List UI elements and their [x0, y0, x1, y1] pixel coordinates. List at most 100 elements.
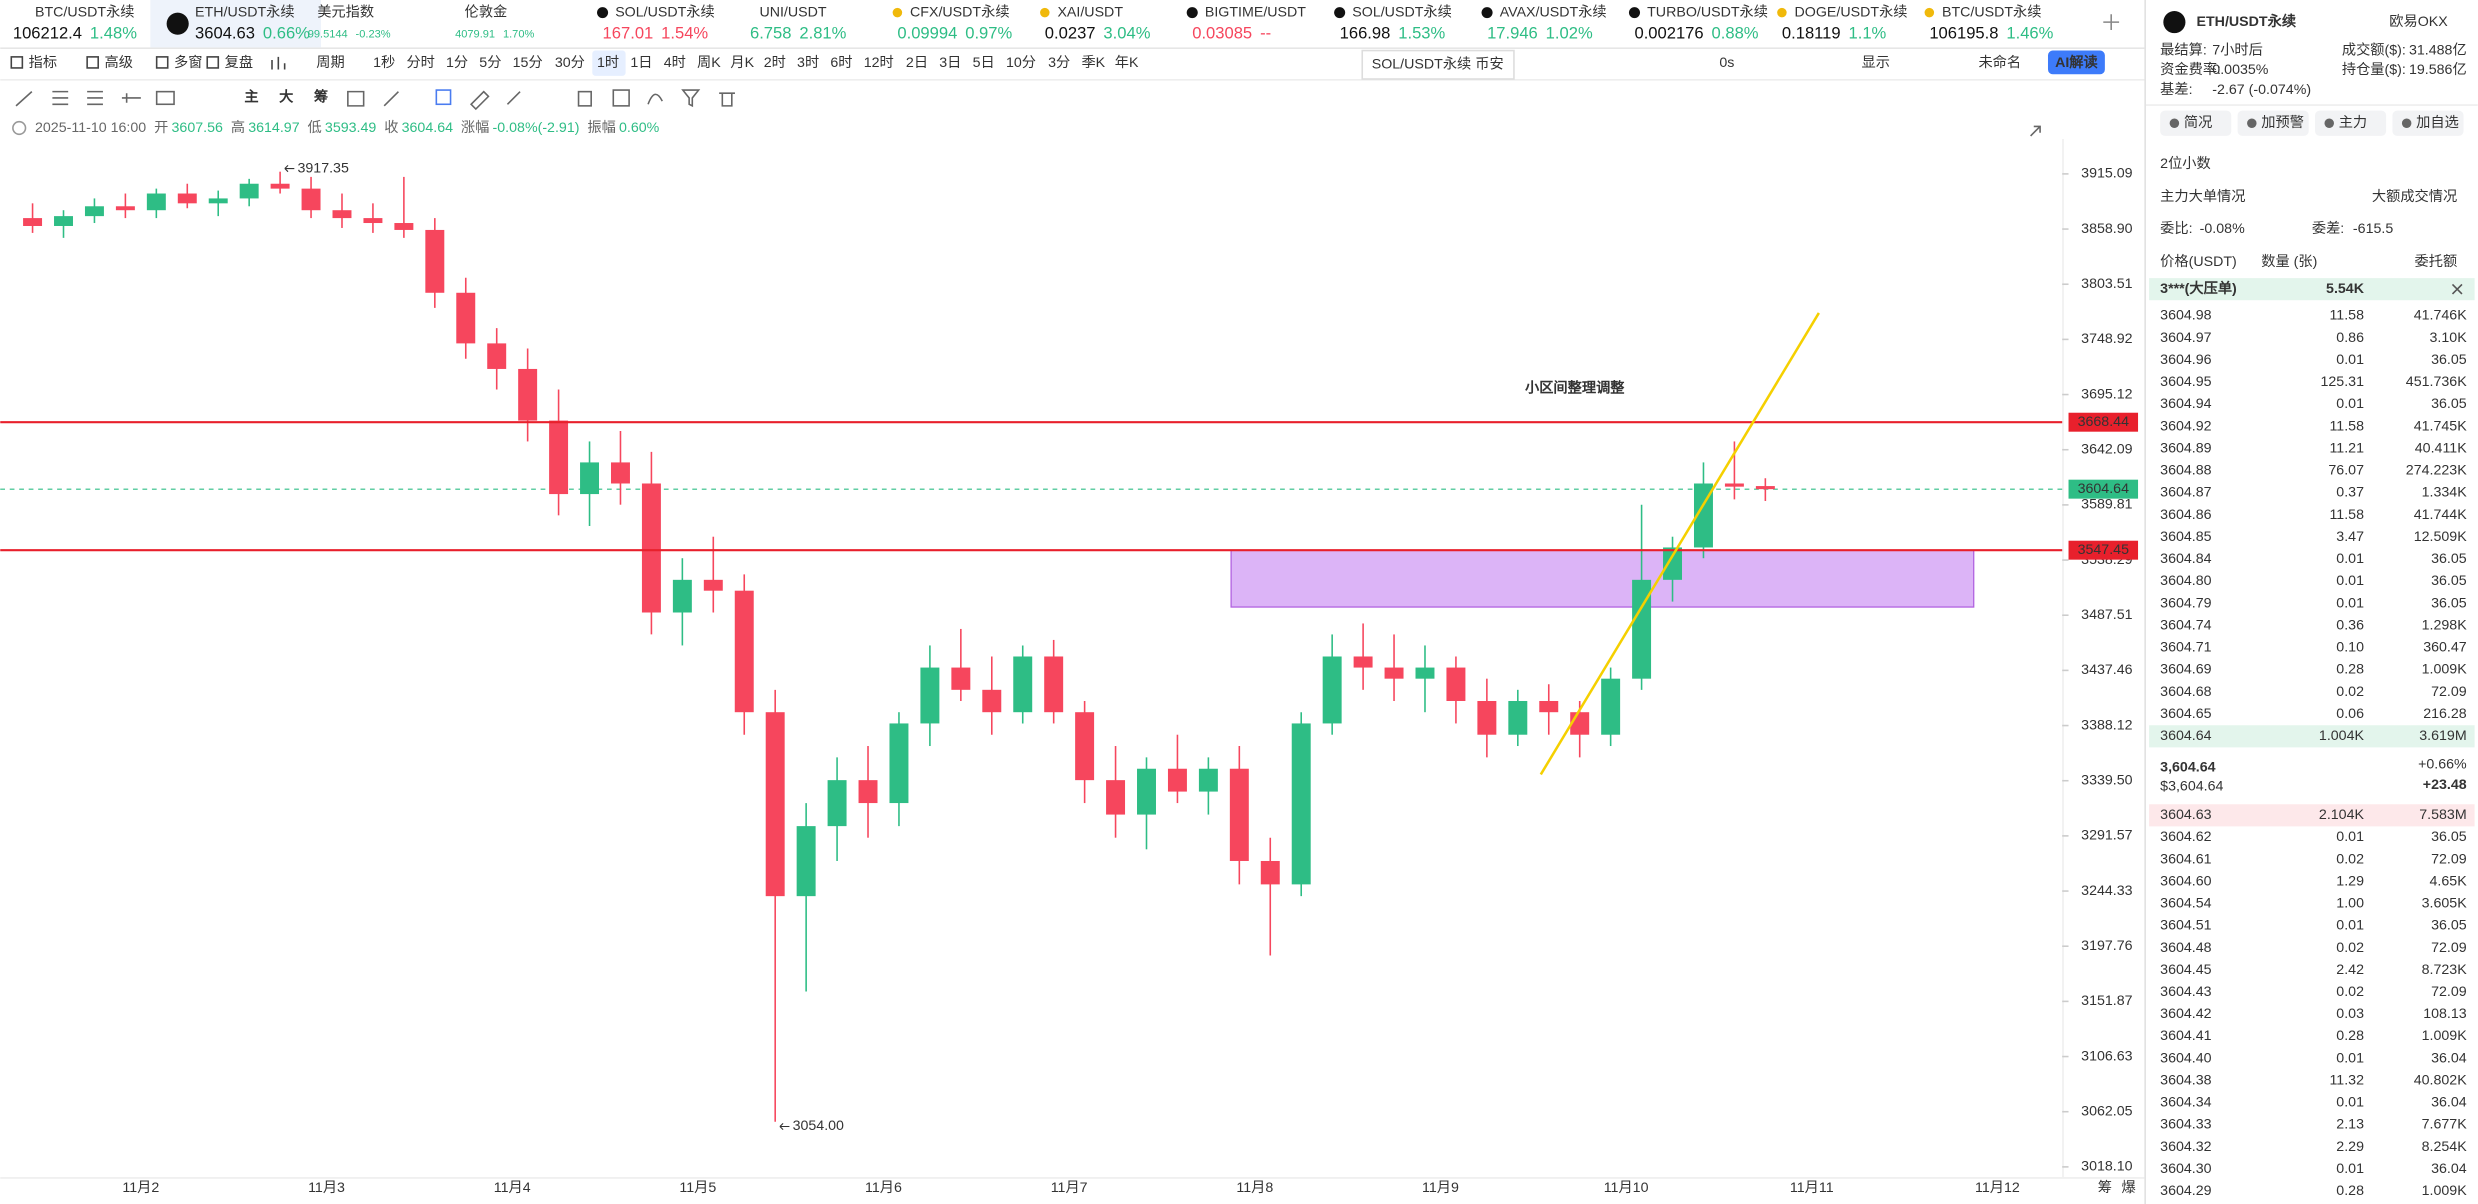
ticker[interactable]: SOL/USDT永续 167.01 1.54% [603, 3, 715, 43]
ticker-change[interactable]: 1.02% [1546, 24, 1593, 43]
ticker-change[interactable]: 1.53% [1398, 24, 1445, 43]
ticker-change[interactable]: 0.88% [1712, 24, 1759, 43]
period-button[interactable]: 10分 [1006, 54, 1036, 71]
panel-button[interactable]: 简况 [2184, 114, 2212, 131]
period-button[interactable]: 5日 [973, 55, 995, 71]
ticker-price[interactable]: 106212.4 [13, 24, 82, 43]
ticker-quote[interactable]: 4079.91 1.70% [455, 29, 534, 41]
add-tab[interactable] [2103, 14, 2120, 31]
ticker-price[interactable]: 3604.63 [195, 24, 255, 43]
tool-icon[interactable] [87, 90, 103, 106]
footer-button[interactable]: 筹 [2098, 1179, 2112, 1196]
ticker-quote[interactable]: 106212.4 1.48% [13, 24, 137, 43]
ticker[interactable]: CFX/USDT永续 0.09994 0.97% [897, 3, 1012, 43]
period-button[interactable]: 月K [730, 55, 754, 71]
ticker-quote[interactable]: 0.09994 0.97% [897, 24, 1012, 43]
period-button[interactable]: 3日 [939, 55, 961, 71]
ticker-price[interactable]: 0.0237 [1045, 24, 1096, 43]
ticker-change[interactable]: -0.23% [356, 29, 391, 41]
ticker[interactable]: BTC/USDT永续 106212.4 1.48% [13, 3, 137, 43]
ticker-quote[interactable]: 167.01 1.54% [603, 24, 709, 43]
ticker-quote[interactable]: 166.98 1.53% [1340, 24, 1446, 43]
ticker-price[interactable]: 167.01 [603, 24, 654, 43]
panel-button[interactable]: 主力 [2339, 114, 2367, 131]
ticker-name[interactable]: 伦敦金 [465, 3, 508, 20]
toolbar-button[interactable]: 未命名 [1978, 53, 2021, 71]
decimals-select[interactable]: 2位小数 [2160, 155, 2211, 172]
period-button[interactable]: 6时 [830, 54, 852, 71]
ticker-quote[interactable]: 3604.63 0.66% [195, 24, 310, 43]
tool-icon[interactable] [347, 90, 365, 107]
indicator-button[interactable]: 筹 [314, 88, 328, 106]
toolbar-button[interactable]: 周期 [316, 54, 344, 71]
ticker-change[interactable]: 0.97% [965, 24, 1012, 43]
ticker-change[interactable]: 2.81% [799, 24, 846, 43]
period-button[interactable]: 2日 [906, 55, 928, 71]
tool-icon[interactable] [155, 90, 175, 106]
indicator-button[interactable]: 主 [244, 88, 258, 106]
ticker-price[interactable]: 0.09994 [897, 24, 957, 43]
ticker-change[interactable]: 1.48% [90, 24, 137, 43]
ticker-quote[interactable]: 6.758 2.81% [750, 24, 847, 43]
period-button[interactable]: 1时 [597, 54, 619, 71]
panel-button[interactable]: 加预警 [2261, 114, 2304, 131]
ticker-name[interactable]: SOL/USDT永续 [615, 3, 715, 20]
toolbar-button[interactable]: 复盘 [225, 53, 253, 71]
exchange-selector[interactable]: 欧易OKX [2389, 13, 2448, 30]
link[interactable]: 主力大单情况 [2160, 188, 2245, 205]
toolbar-button[interactable]: 指标 [29, 54, 57, 71]
collapse-icon[interactable] [12, 120, 27, 136]
panel-button[interactable]: 加自选 [2416, 114, 2459, 131]
ticker[interactable]: 伦敦金 4079.91 1.70% [455, 3, 534, 40]
ticker-price[interactable]: 0.03085 [1192, 24, 1252, 43]
period-button[interactable]: 15分 [513, 54, 543, 71]
toolbar-button[interactable]: 高级 [105, 54, 133, 71]
ticker-quote[interactable]: 0.18119 1.1% [1782, 24, 1887, 43]
tool-icon[interactable] [577, 90, 592, 107]
toolbar-button[interactable]: 显示 [1862, 55, 1890, 71]
tool-icon[interactable] [52, 90, 69, 106]
ticker[interactable]: 美元指数 99.5144 -0.23% [308, 3, 391, 40]
expand-icon[interactable] [2030, 125, 2041, 137]
ticker-name[interactable]: 美元指数 [317, 3, 374, 20]
ticker-change[interactable]: 1.46% [2006, 24, 2053, 43]
period-button[interactable]: 1日 [630, 55, 652, 71]
ticker[interactable]: DOGE/USDT永续 0.18119 1.1% [1782, 3, 1908, 43]
panel-button-bg[interactable] [2160, 110, 2232, 136]
tool-icon[interactable] [681, 89, 701, 108]
ticker[interactable]: TURBO/USDT永续 0.002176 0.88% [1634, 3, 1768, 43]
ticker[interactable]: ETH/USDT永续 3604.63 0.66% [195, 3, 310, 43]
ticker-quote[interactable]: 17.946 1.02% [1487, 24, 1593, 43]
ticker-name[interactable]: BTC/USDT永续 [1942, 3, 2042, 20]
ticker-price[interactable]: 166.98 [1340, 24, 1391, 43]
ticker-price[interactable]: 6.758 [750, 24, 792, 43]
ticker[interactable]: UNI/USDT 6.758 2.81% [750, 4, 847, 43]
ticker-name[interactable]: BIGTIME/USDT [1205, 4, 1306, 20]
period-button[interactable]: 5分 [479, 54, 501, 71]
ai-button[interactable]: AI解读 [2055, 53, 2098, 71]
tool-icon[interactable] [435, 89, 452, 106]
ticker-name[interactable]: BTC/USDT永续 [35, 3, 135, 20]
period-button[interactable]: 3时 [797, 54, 819, 71]
ticker-change[interactable]: 1.54% [661, 24, 708, 43]
ticker-name[interactable]: ETH/USDT永续 [195, 3, 295, 20]
ticker[interactable]: BIGTIME/USDT 0.03085 -- [1192, 4, 1306, 43]
tool-icon[interactable] [506, 91, 521, 105]
toolbar-button[interactable]: 0s [1719, 55, 1734, 71]
footer-button[interactable]: 爆 [2121, 1179, 2135, 1196]
ticker-change[interactable]: 1.1% [1849, 24, 1887, 43]
ticker-name[interactable]: XAI/USDT [1057, 4, 1123, 20]
ticker-change[interactable]: 1.70% [503, 29, 535, 41]
ticker-price[interactable]: 0.18119 [1782, 24, 1841, 43]
ticker-price[interactable]: 17.946 [1487, 24, 1538, 43]
ticker[interactable]: XAI/USDT 0.0237 3.04% [1045, 4, 1151, 43]
ticker-name[interactable]: UNI/USDT [759, 4, 826, 20]
tool-icon[interactable] [121, 93, 141, 103]
ai-button-bg[interactable] [2047, 50, 2105, 75]
period-button[interactable]: 1秒 [373, 54, 395, 71]
link[interactable]: 大额成交情况 [2372, 187, 2457, 205]
ticker-change[interactable]: 0.66% [263, 24, 310, 43]
ticker[interactable]: AVAX/USDT永续 17.946 1.02% [1487, 3, 1607, 43]
toolbar-button[interactable]: 多窗 [174, 53, 202, 71]
ticker-quote[interactable]: 0.0237 3.04% [1045, 24, 1151, 43]
